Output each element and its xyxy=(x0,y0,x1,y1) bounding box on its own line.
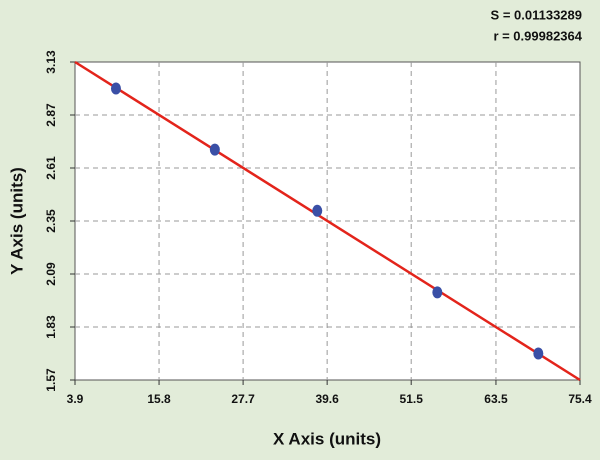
annotation: r = 0.99982364 xyxy=(493,28,582,43)
y-tick-label: 1.57 xyxy=(44,368,58,392)
x-tick-label: 15.8 xyxy=(147,392,171,406)
x-tick-label: 63.5 xyxy=(484,392,508,406)
x-tick-label: 39.6 xyxy=(315,392,339,406)
y-tick-label: 2.35 xyxy=(44,209,58,233)
y-axis-title: Y Axis (units) xyxy=(7,167,26,275)
data-point xyxy=(312,204,323,217)
data-point xyxy=(110,82,121,95)
data-point xyxy=(432,286,443,299)
y-tick-label: 2.61 xyxy=(44,156,58,180)
y-tick-label: 3.13 xyxy=(44,50,58,74)
fit-line xyxy=(74,60,581,382)
data-point xyxy=(533,347,544,360)
x-axis-title: X Axis (units) xyxy=(273,429,381,448)
data-point xyxy=(209,143,220,156)
x-tick-label: 75.4 xyxy=(568,392,592,406)
annotation: S = 0.01133289 xyxy=(491,7,582,22)
x-tick-label: 27.7 xyxy=(231,392,255,406)
y-tick-label: 2.09 xyxy=(44,262,58,286)
x-tick-label: 51.5 xyxy=(400,392,424,406)
y-tick-label: 2.87 xyxy=(44,103,58,127)
y-tick-label: 1.83 xyxy=(44,315,58,339)
x-tick-label: 3.9 xyxy=(67,392,84,406)
